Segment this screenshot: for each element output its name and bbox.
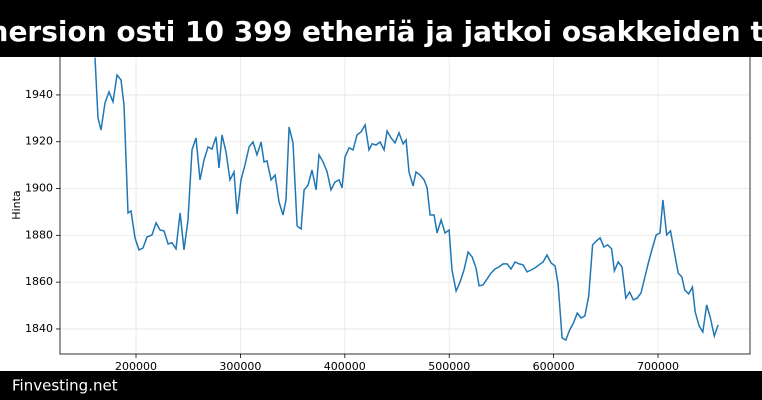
y-tick-label: 1900 bbox=[25, 182, 53, 195]
footer-brand: Finvesting.net bbox=[12, 377, 118, 395]
x-tick-label: 200000 bbox=[115, 360, 157, 373]
footer-banner bbox=[0, 371, 762, 400]
y-tick-label: 1880 bbox=[25, 228, 53, 241]
y-tick-label: 1940 bbox=[25, 88, 53, 101]
plot-area: 1840 1860 1880 1900 1920 1940 200000 300000 4000… bbox=[25, 36, 751, 373]
x-tick-label: 500000 bbox=[428, 360, 470, 373]
y-axis-label: Hinta bbox=[10, 190, 23, 219]
x-tick-label: 700000 bbox=[637, 360, 679, 373]
chart-title: mersion osti 10 399 etheriä ja jatkoi os… bbox=[0, 15, 762, 48]
y-tick-label: 1840 bbox=[25, 322, 53, 335]
title-banner bbox=[0, 0, 762, 57]
x-tick-label: 400000 bbox=[324, 360, 366, 373]
y-tick-label: 1860 bbox=[25, 275, 53, 288]
price-line bbox=[94, 57, 719, 342]
x-tick-label: 300000 bbox=[219, 360, 261, 373]
y-tick-label: 1920 bbox=[25, 135, 53, 148]
plot-frame bbox=[59, 36, 751, 355]
x-tick-label: 600000 bbox=[533, 360, 575, 373]
